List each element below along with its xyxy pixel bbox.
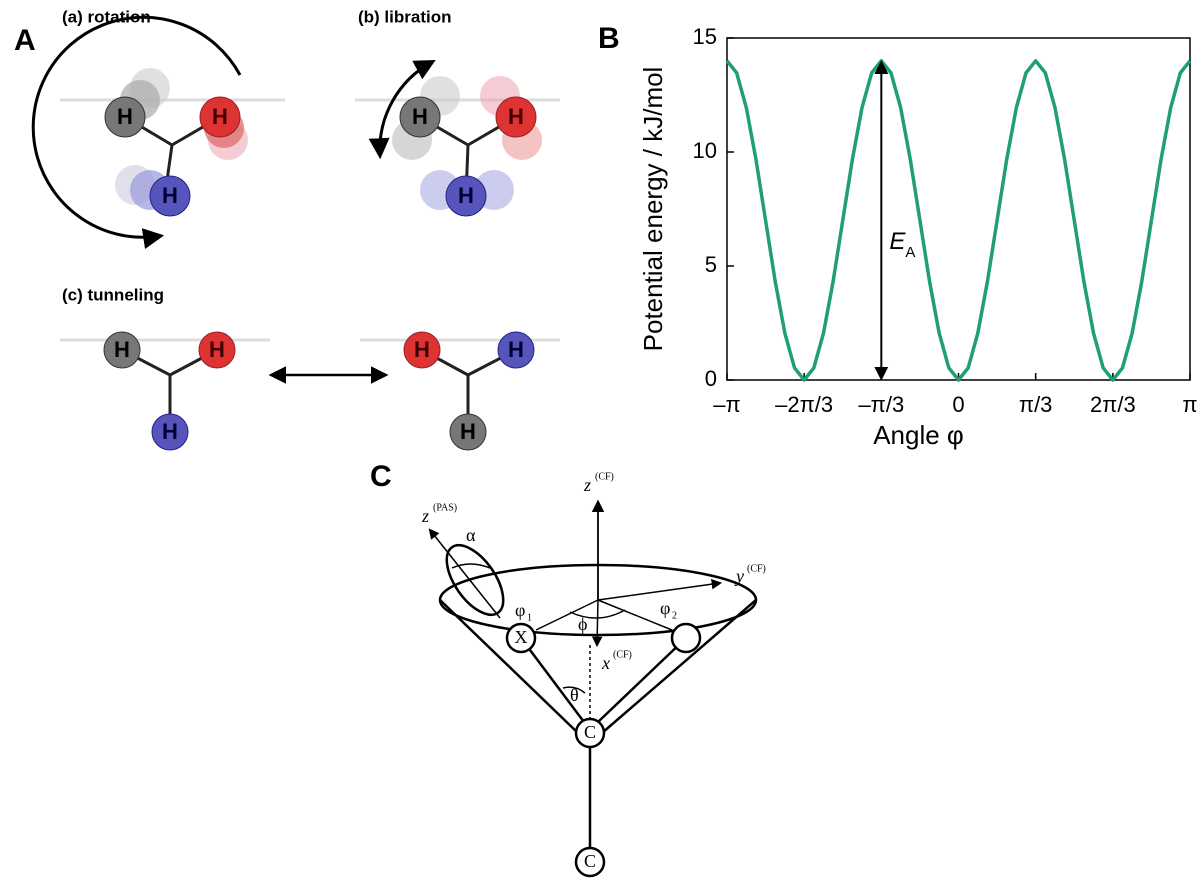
axis-label: z	[421, 506, 429, 526]
panel-a: A (a) rotation (b) libration (c) tunneli…	[14, 7, 560, 451]
y-tick-label: 5	[705, 252, 717, 277]
panel-b: B 0 5 10 15 –π –2π/3 –π/3 0 π/3 2π/3 π Angle φ Poten…	[598, 22, 1198, 450]
caption: (a) rotation	[62, 7, 151, 26]
x-tick-label: π/3	[1019, 392, 1053, 417]
angle-sub: 1	[527, 612, 532, 623]
angle-label: α	[466, 525, 476, 545]
angle-label: φ	[515, 600, 525, 620]
panel-label: B	[598, 22, 620, 55]
caption: (c) tunneling	[62, 285, 164, 304]
x-tick-label: –2π/3	[775, 392, 833, 417]
molecule-tunneling: H H H H H H	[103, 331, 535, 451]
atom-label: H	[212, 104, 228, 129]
panel-label: C	[370, 460, 392, 493]
y-axis-label: Potential energy / kJ/mol	[638, 67, 668, 352]
y-tick-label: 10	[693, 138, 717, 163]
y-tick-label: 0	[705, 366, 717, 391]
atom-label: H	[508, 337, 524, 362]
atom-label: H	[460, 419, 476, 444]
atom-label: H	[114, 337, 130, 362]
x-tick-label: 2π/3	[1090, 392, 1136, 417]
atom-label: C	[584, 722, 596, 742]
atom-label: H	[162, 419, 178, 444]
axis-label-sup: (CF)	[595, 471, 614, 482]
angle-label: φ	[660, 598, 670, 618]
annotation-sub: A	[905, 244, 915, 261]
atom-label: X	[515, 627, 528, 647]
atom-label: H	[414, 337, 430, 362]
atom-label: C	[584, 851, 596, 871]
axis-label-sup: (CF)	[747, 563, 766, 574]
axis-label-sup: (PAS)	[433, 502, 457, 513]
angle-label: θ	[570, 685, 579, 705]
x-axis-label: Angle φ	[873, 420, 964, 450]
axis-label-sup: (CF)	[613, 649, 632, 660]
atom-label: H	[162, 183, 178, 208]
molecule-rotation: H H H	[31, 15, 248, 249]
x-tick-label: 0	[952, 392, 964, 417]
axis-label: x	[601, 653, 610, 673]
angle-label: ϕ	[578, 614, 587, 634]
atom-label: H	[209, 337, 225, 362]
panel-c: C X C C z (PAS) α z (CF) y (CF) x (CF) φ…	[370, 460, 766, 878]
panel-label: A	[14, 24, 36, 57]
atom-label: H	[508, 104, 524, 129]
x-tick-label: –π/3	[858, 392, 904, 417]
atom-label: H	[117, 104, 133, 129]
caption: (b) libration	[358, 7, 451, 26]
x-tick-label: –π	[713, 392, 740, 417]
y-tick-label: 15	[693, 24, 717, 49]
axis-label: y	[734, 566, 744, 586]
annotation: E	[889, 228, 906, 255]
atom-label: H	[412, 104, 428, 129]
line-series	[725, 59, 1192, 382]
molecule-libration: H H H	[368, 59, 542, 217]
plot-frame	[726, 37, 1191, 381]
angle-sub: 2	[672, 610, 677, 621]
x-tick-label: π	[1182, 392, 1197, 417]
atom-label: H	[458, 183, 474, 208]
axis-label: z	[583, 475, 591, 495]
